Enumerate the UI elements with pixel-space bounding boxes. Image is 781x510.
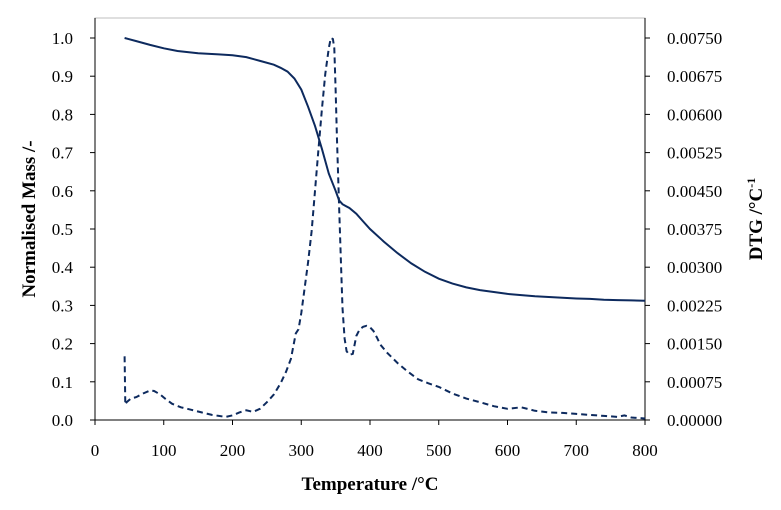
y-left-axis-ticks: 0.0 0.1 0.2 0.3 0.4 0.5 0.6 0.7 0.8 0.9 1.0 [52, 29, 95, 430]
y-left-tick-label: 1.0 [52, 29, 73, 48]
y-right-axis-title: DTG /°C-1 [744, 178, 767, 261]
y-left-tick-label: 0.9 [52, 67, 73, 86]
x-axis-ticks: 0 100 200 300 400 500 600 700 800 [91, 420, 658, 460]
y-right-tick-label: 0.00300 [667, 258, 722, 277]
y-right-axis-title-main: DTG /°C [746, 188, 767, 261]
y-left-tick-label: 0.7 [52, 144, 74, 163]
y-left-axis-title: Normalised Mass /- [19, 140, 40, 297]
normalised-mass-series-line [124, 37, 646, 302]
y-right-tick-label: 0.00375 [667, 220, 722, 239]
x-axis-title: Temperature /°C [302, 474, 439, 495]
y-left-tick-label: 0.8 [52, 105, 73, 124]
y-left-tick-label: 0.0 [52, 411, 73, 430]
x-tick-label: 500 [426, 441, 452, 460]
x-tick-label: 0 [91, 441, 100, 460]
y-right-tick-label: 0.00525 [667, 144, 722, 163]
dtg-series-line [123, 36, 646, 420]
y-left-tick-label: 0.4 [52, 258, 74, 277]
plot-area [94, 17, 646, 421]
x-tick-label: 300 [289, 441, 315, 460]
y-right-tick-label: 0.00150 [667, 335, 722, 354]
y-right-tick-label: 0.00600 [667, 105, 722, 124]
y-right-tick-label: 0.00450 [667, 182, 722, 201]
x-tick-label: 800 [632, 441, 658, 460]
y-left-tick-label: 0.6 [52, 182, 73, 201]
y-left-tick-label: 0.5 [52, 220, 73, 239]
y-left-tick-label: 0.2 [52, 335, 73, 354]
x-tick-label: 700 [564, 441, 590, 460]
y-right-axis-title-superscript: -1 [744, 178, 758, 188]
y-left-tick-label: 0.1 [52, 373, 73, 392]
x-tick-label: 100 [151, 441, 177, 460]
y-right-tick-label: 0.00225 [667, 296, 722, 315]
y-right-tick-label: 0.00075 [667, 373, 722, 392]
y-right-tick-label: 0.00675 [667, 67, 722, 86]
x-tick-label: 200 [220, 441, 246, 460]
y-right-axis-ticks: 0.00000 0.00075 0.00150 0.00225 0.00300 0.003… [645, 29, 722, 430]
x-tick-label: 600 [495, 441, 521, 460]
y-right-tick-label: 0.00750 [667, 29, 722, 48]
y-left-tick-label: 0.3 [52, 296, 73, 315]
y-right-tick-label: 0.00000 [667, 411, 722, 430]
x-tick-label: 400 [357, 441, 383, 460]
